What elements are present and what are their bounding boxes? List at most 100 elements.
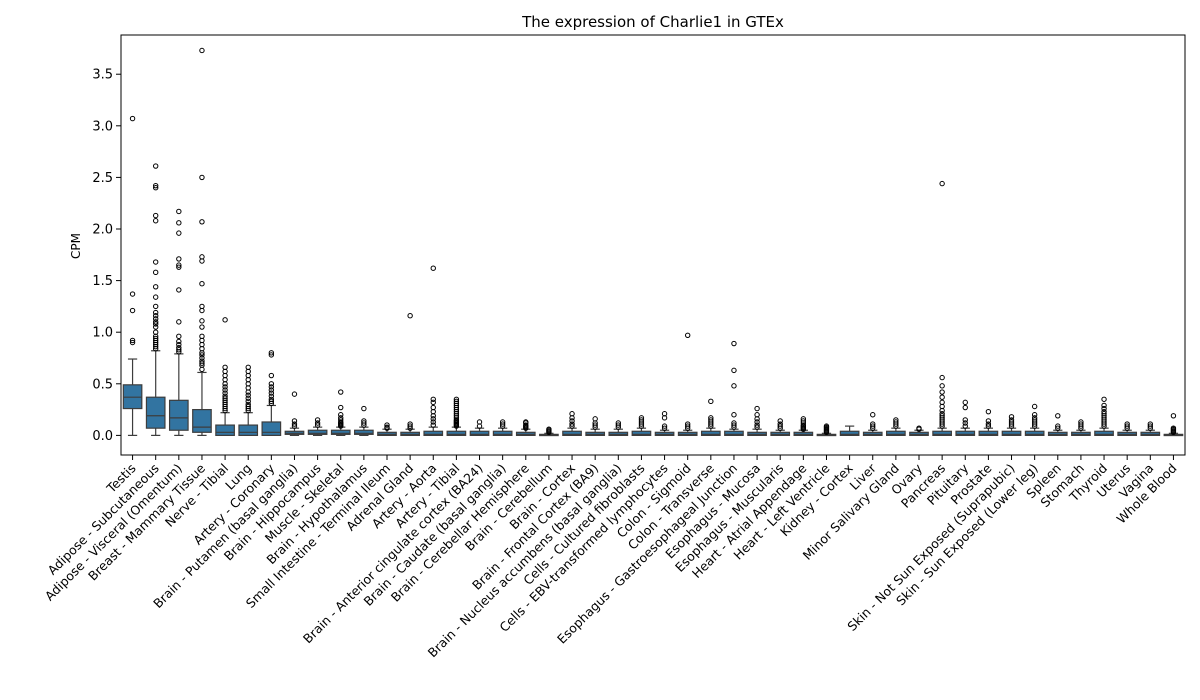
box-19 [562, 411, 582, 436]
outlier-point [453, 398, 460, 405]
outlier-point [222, 395, 228, 401]
outlier-point [523, 419, 529, 425]
box-6 [261, 350, 282, 436]
outlier-point [268, 393, 275, 399]
iqr-box [469, 430, 490, 436]
y-tick-label: 2.0 [92, 223, 113, 238]
outlier-point [731, 340, 737, 347]
iqr-box [145, 396, 166, 429]
iqr-box [724, 430, 744, 436]
outlier-point [777, 421, 783, 427]
outlier-point [754, 419, 760, 425]
box-43 [1117, 421, 1138, 436]
outlier-point [870, 421, 876, 427]
outlier-point [800, 418, 807, 424]
outlier-point [1031, 417, 1038, 423]
outlier-point [939, 374, 945, 381]
outlier-point [430, 416, 436, 422]
outlier-point [453, 396, 460, 402]
outlier-point [1008, 417, 1015, 423]
outlier-point [754, 405, 760, 412]
outlier-point [1101, 411, 1107, 417]
iqr-box [839, 430, 860, 436]
outlier-point [176, 262, 182, 268]
box-26 [724, 340, 744, 436]
outlier-point [245, 398, 251, 405]
outlier-point [962, 420, 968, 426]
box-10 [354, 405, 374, 436]
iqr-box [215, 424, 235, 436]
outlier-point [199, 333, 205, 340]
chart-title: The expression of Charlie1 in GTEx [521, 13, 784, 31]
outlier-point [1101, 402, 1107, 409]
iqr-box [354, 429, 374, 435]
outlier-point [708, 417, 714, 423]
box-38 [1001, 414, 1022, 436]
outlier-point [338, 389, 344, 395]
outlier-point [939, 399, 945, 406]
y-tick-label: 0.5 [92, 377, 113, 392]
outlier-point [731, 383, 737, 389]
outlier-point [268, 390, 275, 396]
outlier-point [1055, 413, 1061, 419]
outlier-point [361, 418, 367, 424]
outlier-point [661, 411, 668, 417]
outlier-point [1101, 396, 1107, 402]
outlier-point [384, 424, 390, 430]
outlier-point [407, 421, 413, 427]
outlier-point [268, 384, 275, 390]
outlier-point [939, 411, 945, 417]
box-33 [886, 417, 906, 436]
outlier-point [199, 324, 205, 330]
outlier-point [152, 324, 159, 330]
outlier-point [291, 391, 298, 397]
outlier-point [708, 415, 714, 421]
outlier-point [569, 421, 575, 427]
iqr-box [1001, 430, 1022, 436]
outlier-point [222, 384, 228, 390]
outlier-point [199, 219, 205, 225]
outlier-point [222, 393, 228, 399]
box-13 [423, 265, 444, 436]
outlier-point [1124, 423, 1130, 429]
outlier-point [1101, 405, 1107, 412]
outlier-point [569, 411, 575, 417]
outlier-point [1055, 423, 1061, 429]
outlier-point [338, 417, 344, 423]
y-tick-label: 2.5 [92, 171, 113, 186]
outlier-point [222, 387, 228, 393]
outlier-point [731, 422, 737, 428]
box-0 [122, 115, 143, 436]
iqr-box [446, 430, 467, 436]
outlier-point [754, 422, 760, 428]
outlier-point [361, 405, 367, 412]
y-axis-label: CPM [69, 233, 83, 259]
outlier-point [1170, 425, 1177, 431]
outlier-point [199, 352, 205, 358]
iqr-box [631, 430, 652, 436]
outlier-point [1008, 419, 1015, 425]
box-45 [1163, 413, 1184, 437]
outlier-point [176, 333, 182, 340]
outlier-point [129, 115, 136, 122]
outlier-point [291, 418, 298, 424]
outlier-point [985, 421, 992, 427]
box-28 [770, 418, 791, 436]
box-16 [492, 419, 513, 436]
outlier-point [1031, 412, 1038, 418]
outlier-point [870, 423, 876, 429]
box-5 [238, 364, 259, 436]
outlier-point [222, 317, 228, 323]
box-22 [631, 415, 652, 436]
outlier-point [176, 341, 182, 348]
box-series [122, 47, 1184, 437]
box-32 [862, 412, 883, 436]
y-tick-label: 3.5 [92, 68, 113, 83]
outlier-point [176, 338, 182, 345]
box-29 [793, 416, 814, 436]
box-34 [909, 425, 929, 436]
plot-area-frame [120, 34, 1186, 456]
outlier-point [199, 355, 205, 361]
outlier-point [430, 404, 436, 411]
outlier-point [176, 230, 182, 236]
